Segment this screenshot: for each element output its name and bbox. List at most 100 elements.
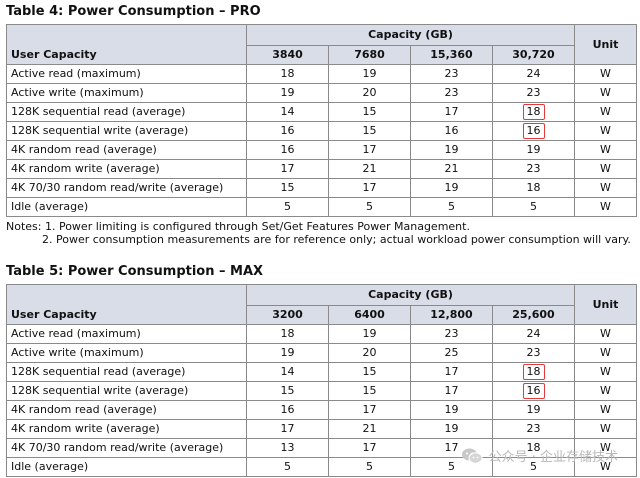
- notes: Notes: 1. Power limiting is configured t…: [6, 220, 631, 246]
- row-label: 4K 70/30 random read/write (average): [6, 178, 247, 198]
- table-cell: 5: [410, 197, 493, 217]
- highlighted-cell: 18: [492, 102, 575, 122]
- table-cell: 16: [410, 121, 493, 141]
- table-cell: 19: [492, 400, 575, 420]
- highlighted-cell: 16: [492, 381, 575, 401]
- table-cell: 23: [410, 324, 493, 344]
- table-cell: 19: [492, 140, 575, 160]
- row-label: 4K random write (average): [6, 419, 247, 439]
- table4-title: Table 4: Power Consumption – PRO: [6, 4, 261, 19]
- unit-cell: W: [574, 140, 637, 160]
- table-row: Idle (average) 5 5 5 5 W: [6, 457, 637, 477]
- wechat-icon: [461, 448, 483, 464]
- table-cell: 14: [246, 102, 329, 122]
- cell-value: 18: [522, 104, 545, 120]
- table-cell: 24: [492, 324, 575, 344]
- table-row: 4K random write (average) 17 21 21 23 W: [6, 159, 637, 179]
- table-cell: 21: [328, 159, 411, 179]
- table5-capacity-header: Capacity (GB): [246, 284, 575, 306]
- table-cell: 19: [410, 140, 493, 160]
- unit-cell: W: [574, 400, 637, 420]
- row-label: 4K 70/30 random read/write (average): [6, 438, 247, 458]
- table-cell: 15: [246, 178, 329, 198]
- unit-cell: W: [574, 102, 637, 122]
- cell-value: 16: [522, 383, 545, 399]
- row-label: Idle (average): [6, 197, 247, 217]
- table-row: 4K random write (average) 17 21 19 23 W: [6, 419, 637, 439]
- table5-unit-header: Unit: [574, 284, 637, 325]
- table-row: 4K random read (average) 16 17 19 19 W: [6, 400, 637, 420]
- table4-capacity-col: 7680: [328, 45, 411, 65]
- table5-capacity-col: 3200: [246, 305, 329, 325]
- watermark-text: 公众号 · 企业存储技术: [488, 450, 618, 465]
- table-cell: 21: [410, 159, 493, 179]
- unit-cell: W: [574, 362, 637, 382]
- table-cell: 17: [410, 102, 493, 122]
- table-cell: 21: [328, 419, 411, 439]
- table-row: Active write (maximum) 19 20 25 23 W: [6, 343, 637, 363]
- note-2: 2. Power consumption measurements are fo…: [42, 233, 631, 246]
- table-cell: 15: [328, 102, 411, 122]
- cell-value: 18: [522, 364, 545, 380]
- row-label: 128K sequential read (average): [6, 102, 247, 122]
- table5-capacity-col: 6400: [328, 305, 411, 325]
- table-row: Active read (maximum) 18 19 23 24 W: [6, 64, 637, 84]
- unit-cell: W: [574, 457, 637, 477]
- watermark: 公众号 · 企业存储技术: [461, 446, 618, 465]
- table-cell: 19: [246, 343, 329, 363]
- table-cell: 5: [328, 197, 411, 217]
- table-cell: 20: [328, 83, 411, 103]
- table5-row-header: User Capacity: [6, 284, 247, 325]
- table-cell: 23: [410, 64, 493, 84]
- table-cell: 15: [328, 381, 411, 401]
- table-cell: 19: [328, 64, 411, 84]
- table4-capacity-col: 15,360: [410, 45, 493, 65]
- table-row: 4K 70/30 random read/write (average) 15 17…: [6, 178, 637, 198]
- unit-cell: W: [574, 64, 637, 84]
- unit-cell: W: [574, 83, 637, 103]
- table-cell: 5: [328, 457, 411, 477]
- table-cell: 17: [328, 438, 411, 458]
- table4-capacity-col: 3840: [246, 45, 329, 65]
- table-cell: 20: [328, 343, 411, 363]
- table-row: 128K sequential write (average) 16 15 16 16 W: [6, 121, 637, 141]
- table-row: 128K sequential read (average) 14 15 17 18 W: [6, 362, 637, 382]
- row-label: Active read (maximum): [6, 64, 247, 84]
- table-cell: 18: [246, 64, 329, 84]
- table-cell: 17: [328, 140, 411, 160]
- table-cell: 19: [246, 83, 329, 103]
- row-label: 128K sequential read (average): [6, 362, 247, 382]
- note-1: Notes: 1. Power limiting is configured t…: [6, 220, 470, 233]
- table-row: Idle (average) 5 5 5 5 W: [6, 197, 637, 217]
- table-cell: 23: [492, 343, 575, 363]
- unit-cell: W: [574, 419, 637, 439]
- row-label: 128K sequential write (average): [6, 121, 247, 141]
- table-cell: 16: [246, 140, 329, 160]
- table-cell: 19: [410, 400, 493, 420]
- table-cell: 17: [328, 178, 411, 198]
- row-label: Active read (maximum): [6, 324, 247, 344]
- table5: User Capacity Capacity (GB) Unit 3200 64…: [6, 284, 637, 477]
- table-cell: 19: [410, 178, 493, 198]
- table-cell: 15: [328, 362, 411, 382]
- highlighted-cell: 18: [492, 362, 575, 382]
- table-cell: 16: [246, 121, 329, 141]
- table-cell: 15: [246, 381, 329, 401]
- table-cell: 23: [492, 419, 575, 439]
- highlighted-cell: 16: [492, 121, 575, 141]
- table4: User Capacity Capacity (GB) Unit 3840 76…: [6, 24, 637, 217]
- table-cell: 23: [492, 83, 575, 103]
- table-row: 4K random read (average) 16 17 19 19 W: [6, 140, 637, 160]
- table-cell: 25: [410, 343, 493, 363]
- table-cell: 5: [492, 197, 575, 217]
- table-cell: 19: [410, 419, 493, 439]
- unit-cell: W: [574, 159, 637, 179]
- table-cell: 13: [246, 438, 329, 458]
- table-cell: 19: [328, 324, 411, 344]
- table-cell: 23: [492, 159, 575, 179]
- row-label: 4K random read (average): [6, 140, 247, 160]
- table-cell: 14: [246, 362, 329, 382]
- table-cell: 17: [410, 362, 493, 382]
- unit-cell: W: [574, 178, 637, 198]
- unit-cell: W: [574, 343, 637, 363]
